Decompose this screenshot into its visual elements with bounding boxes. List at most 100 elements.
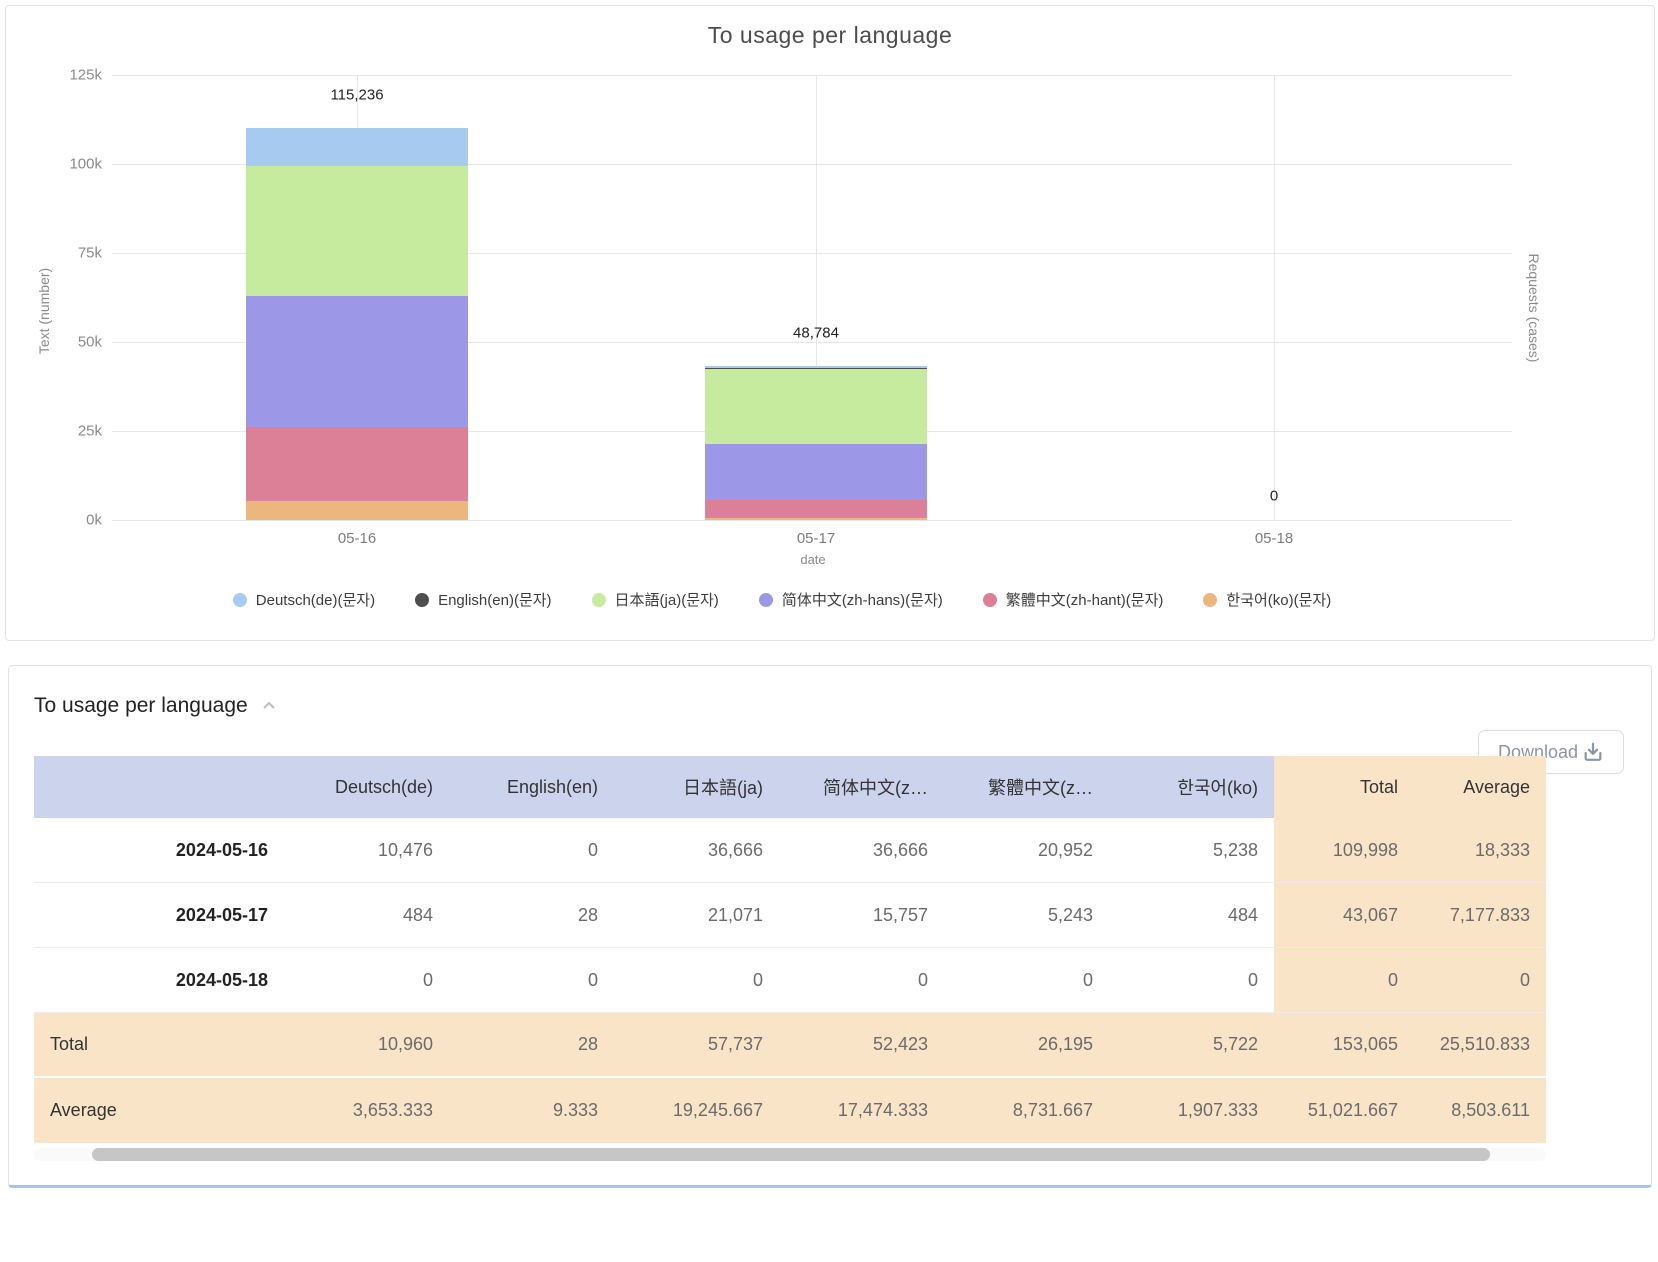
table-cell: 2024-05-18 <box>34 948 284 1012</box>
bar-segment[interactable] <box>246 128 468 166</box>
legend-label: Deutsch(de)(문자) <box>255 592 376 609</box>
table-cell: 0 <box>1274 948 1414 1012</box>
x-tick-label: 05-17 <box>796 530 836 547</box>
download-icon <box>1582 741 1604 763</box>
bar-segment[interactable] <box>246 501 468 520</box>
table-cell: 21,071 <box>614 883 779 947</box>
bar-total-label: 0 <box>1269 487 1279 505</box>
table-cell: 0 <box>449 818 614 882</box>
table-cell: 8,731.667 <box>944 1078 1109 1143</box>
horizontal-scrollbar-track[interactable] <box>34 1148 1546 1161</box>
legend-item[interactable]: English(en)(문자) <box>415 589 552 610</box>
table-cell: 5,238 <box>1109 818 1274 882</box>
table-cell: 15,757 <box>779 883 944 947</box>
y-tick-label: 0k <box>86 511 102 529</box>
table-card: To usage per language Download Deutsch(d… <box>8 665 1652 1188</box>
legend-item[interactable]: Deutsch(de)(문자) <box>232 589 376 610</box>
table-cell: 109,998 <box>1274 818 1414 882</box>
table-cell: 28 <box>449 883 614 947</box>
table-row: 2024-05-18 0 0 0 0 0 0 0 0 <box>34 948 1546 1013</box>
table-cell: 43,067 <box>1274 883 1414 947</box>
horizontal-scrollbar-thumb[interactable] <box>92 1148 1490 1161</box>
table-cell: 0 <box>944 948 1109 1012</box>
bar-segment[interactable] <box>246 165 468 297</box>
y-tick-label: 100k <box>69 155 102 173</box>
bar-segment[interactable] <box>705 368 927 369</box>
table-cell: 0 <box>449 948 614 1012</box>
legend-label: 繁體中文(zh-hant)(문자) <box>1005 592 1164 609</box>
bar-segment[interactable] <box>705 518 927 520</box>
table-cell: 28 <box>449 1013 614 1076</box>
bar-segment[interactable] <box>246 296 468 427</box>
x-axis-title: date <box>800 552 826 567</box>
gridline <box>112 520 1512 521</box>
table-cell: 0 <box>1109 948 1274 1012</box>
y-tick-label: 75k <box>77 244 102 262</box>
gridline <box>112 342 1512 343</box>
table-cell: Average <box>34 1078 284 1143</box>
table-cell: 484 <box>1109 883 1274 947</box>
usage-table: Deutsch(de) English(en) 日本語(ja) 简体中文(z… 繁體中文… <box>34 756 1546 1143</box>
gridline <box>112 164 1512 165</box>
table-cell: 繁體中文(z… <box>944 756 1109 818</box>
table-header-row: Deutsch(de) English(en) 日本語(ja) 简体中文(z… 繁體中文… <box>34 756 1546 818</box>
bar-total-label: 115,236 <box>330 86 384 104</box>
bar-segment[interactable] <box>705 499 927 519</box>
table-cell: 8,503.611 <box>1414 1078 1546 1143</box>
gridline-vertical <box>816 75 817 520</box>
table-row: 2024-05-17 484 28 21,071 15,757 5,243 484 43,06… <box>34 883 1546 948</box>
table-cell: 10,960 <box>284 1013 449 1076</box>
table-cell: 18,333 <box>1414 818 1546 882</box>
table-cell: 57,737 <box>614 1013 779 1076</box>
table-cell: 52,423 <box>779 1013 944 1076</box>
y-tick-label: 125k <box>69 66 102 84</box>
table-cell: 2024-05-17 <box>34 883 284 947</box>
gridline <box>112 75 1512 76</box>
y-tick-label: 25k <box>77 422 102 440</box>
table-cell: 简体中文(z… <box>779 756 944 818</box>
table-cell: Total <box>34 1013 284 1076</box>
legend-color-dot <box>982 592 997 607</box>
table-cell: 26,195 <box>944 1013 1109 1076</box>
gridline <box>112 253 1512 254</box>
legend-label: 한국어(ko)(문자) <box>1226 592 1332 609</box>
bar-segment[interactable] <box>705 368 927 444</box>
y-axis-right-title: Requests (cases) <box>1526 253 1542 363</box>
chevron-up-icon[interactable] <box>262 698 276 714</box>
table-cell: 7,177.833 <box>1414 883 1546 947</box>
table-cell: 日本語(ja) <box>614 756 779 818</box>
table-cell: 36,666 <box>614 818 779 882</box>
legend-item[interactable]: 日本語(ja)(문자) <box>591 589 719 610</box>
table-cell: 17,474.333 <box>779 1078 944 1143</box>
table-cell: 5,243 <box>944 883 1109 947</box>
chart-legend: Deutsch(de)(문자) English(en)(문자) 日本語(ja)(문자… <box>0 589 1606 610</box>
table-cell: 0 <box>284 948 449 1012</box>
table-summary-row: Average 3,653.333 9.333 19,245.667 17,474.33… <box>34 1078 1546 1143</box>
bar-segment[interactable] <box>705 443 927 500</box>
bar-total-label: 48,784 <box>793 324 839 342</box>
table-cell: 20,952 <box>944 818 1109 882</box>
y-axis-left-title: Text (number) <box>36 267 52 355</box>
y-tick-label: 50k <box>77 333 102 351</box>
chart-title: To usage per language <box>707 22 953 48</box>
table-cell: 0 <box>779 948 944 1012</box>
legend-color-dot <box>591 592 606 607</box>
bar-segment[interactable] <box>705 366 927 368</box>
table-row: 2024-05-16 10,476 0 36,666 36,666 20,952 5,238… <box>34 818 1546 883</box>
legend-item[interactable]: 한국어(ko)(문자) <box>1203 589 1331 610</box>
legend-color-dot <box>1203 592 1218 607</box>
legend-color-dot <box>415 592 430 607</box>
bar-segment[interactable] <box>246 426 468 502</box>
legend-item[interactable]: 繁體中文(zh-hant)(문자) <box>982 589 1164 610</box>
table-cell: 한국어(ko) <box>1109 756 1274 818</box>
x-tick-label: 05-18 <box>1254 530 1294 547</box>
legend-label: 简体中文(zh-hans)(문자) <box>781 592 943 609</box>
table-section-title: To usage per language <box>34 694 248 717</box>
gridline-vertical <box>1274 75 1275 520</box>
table-cell: 2024-05-16 <box>34 818 284 882</box>
table-cell: 10,476 <box>284 818 449 882</box>
x-tick-label: 05-16 <box>337 530 377 547</box>
table-cell: 9.333 <box>449 1078 614 1143</box>
table-cell: 19,245.667 <box>614 1078 779 1143</box>
legend-item[interactable]: 简体中文(zh-hans)(문자) <box>758 589 943 610</box>
